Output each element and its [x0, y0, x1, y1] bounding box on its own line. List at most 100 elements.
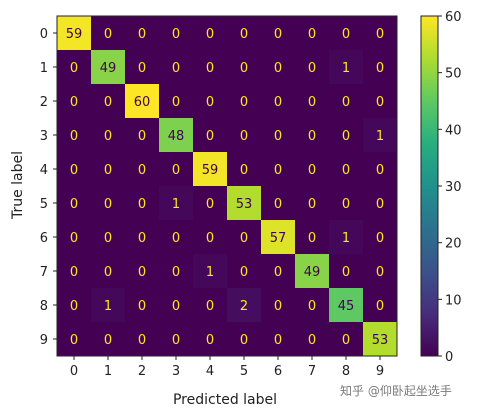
- cell-value-label: 0: [274, 265, 282, 280]
- y-tick-label: 8: [40, 299, 48, 314]
- heatmap-cell: [363, 254, 397, 288]
- y-tick-label: 6: [40, 231, 48, 246]
- heatmap-cell: [125, 186, 159, 220]
- heatmap-cell: [193, 220, 227, 254]
- cell-value-label: 0: [342, 197, 350, 212]
- cell-value-label: 0: [138, 163, 146, 178]
- x-axis-label: Predicted label: [173, 392, 277, 408]
- cell-value-label: 0: [376, 231, 384, 246]
- cell-value-label: 1: [206, 265, 214, 280]
- cell-value-label: 0: [138, 61, 146, 76]
- cell-value-label: 0: [70, 299, 78, 314]
- heatmap-cell: [227, 152, 261, 186]
- heatmap-cell: [227, 84, 261, 118]
- cell-value-label: 0: [138, 265, 146, 280]
- cell-value-label: 1: [172, 197, 180, 212]
- cell-value-label: 1: [342, 231, 350, 246]
- cell-value-label: 57: [270, 231, 287, 246]
- y-axis: 0 1 2 3 4 5 6 7 8 9: [40, 27, 57, 348]
- heatmap-cell: [57, 152, 91, 186]
- cell-value-label: 0: [308, 95, 316, 110]
- heatmap-cell: [125, 288, 159, 322]
- heatmap-cell: [193, 186, 227, 220]
- heatmap-cell: [91, 84, 125, 118]
- cell-value-label: 0: [342, 333, 350, 348]
- heatmap-cell: [125, 322, 159, 356]
- cell-value-label: 0: [104, 95, 112, 110]
- heatmap-cell: [125, 220, 159, 254]
- heatmap-cell: [261, 254, 295, 288]
- cell-value-label: 45: [338, 299, 355, 314]
- cell-value-label: 0: [70, 95, 78, 110]
- heatmap-cell: [363, 186, 397, 220]
- heatmap-cell: [193, 16, 227, 50]
- heatmap-cell: [363, 220, 397, 254]
- watermark-text: 知乎 @仰卧起坐选手: [340, 384, 452, 398]
- heatmap-cell: [57, 50, 91, 84]
- heatmap-cell: [125, 118, 159, 152]
- cell-value-label: 0: [240, 265, 248, 280]
- cell-value-label: 0: [172, 163, 180, 178]
- heatmap-cell: [295, 16, 329, 50]
- cell-value-label: 0: [240, 27, 248, 42]
- heatmap-cell: [125, 254, 159, 288]
- heatmap-cell: [193, 254, 227, 288]
- x-tick-label: 3: [172, 364, 180, 379]
- heatmap-cell: [295, 220, 329, 254]
- cell-value-label: 0: [308, 27, 316, 42]
- x-tick-label: 6: [274, 364, 282, 379]
- cell-value-label: 0: [138, 197, 146, 212]
- cell-value-label: 0: [274, 95, 282, 110]
- cell-value-label: 0: [206, 333, 214, 348]
- heatmap-cell: [329, 50, 363, 84]
- cell-value-label: 0: [104, 333, 112, 348]
- heatmap-cell: [295, 50, 329, 84]
- cell-value-label: 0: [274, 163, 282, 178]
- cell-value-label: 0: [104, 265, 112, 280]
- heatmap-cell: [193, 50, 227, 84]
- cell-value-label: 0: [376, 61, 384, 76]
- heatmap-cell: [227, 288, 261, 322]
- heatmap-cell: [295, 118, 329, 152]
- cell-value-label: 0: [274, 129, 282, 144]
- heatmap-cell: [159, 254, 193, 288]
- heatmap-cell: [261, 84, 295, 118]
- cell-value-label: 0: [240, 61, 248, 76]
- heatmap-cell: [159, 186, 193, 220]
- cell-value-label: 53: [372, 333, 389, 348]
- heatmap-cell: [363, 288, 397, 322]
- heatmap-cell: [91, 186, 125, 220]
- x-tick-label: 1: [104, 364, 112, 379]
- x-tick-label: 5: [240, 364, 248, 379]
- colorbar-tick-label: 50: [445, 67, 462, 82]
- cell-value-label: 0: [376, 163, 384, 178]
- heatmap-cell: [329, 84, 363, 118]
- cell-value-label: 49: [304, 265, 321, 280]
- heatmap-cells: [56, 15, 398, 357]
- heatmap-cell: [57, 16, 91, 50]
- heatmap-cell: [125, 50, 159, 84]
- heatmap-cell: [57, 288, 91, 322]
- y-tick-label: 9: [40, 333, 48, 348]
- colorbar-tick-label: 0: [445, 350, 453, 365]
- heatmap-cell: [193, 84, 227, 118]
- colorbar-ticks: 0 10 20 30 40 50 60: [438, 10, 462, 365]
- heatmap-cell: [363, 16, 397, 50]
- cell-value-label: 0: [138, 27, 146, 42]
- y-tick-label: 1: [40, 61, 48, 76]
- cell-value-label: 0: [172, 27, 180, 42]
- heatmap-cell: [295, 152, 329, 186]
- heatmap-cell: [159, 322, 193, 356]
- heatmap-cell: [295, 186, 329, 220]
- cell-value-label: 0: [172, 61, 180, 76]
- cell-value-label: 0: [206, 299, 214, 314]
- cell-value-label: 0: [240, 231, 248, 246]
- cell-value-label: 0: [104, 163, 112, 178]
- cell-value-label: 0: [308, 61, 316, 76]
- y-axis-label: True label: [10, 151, 26, 220]
- y-tick-label: 0: [40, 27, 48, 42]
- cell-value-label: 0: [240, 129, 248, 144]
- cell-value-label: 0: [138, 299, 146, 314]
- colorbar-tick-label: 20: [445, 237, 462, 252]
